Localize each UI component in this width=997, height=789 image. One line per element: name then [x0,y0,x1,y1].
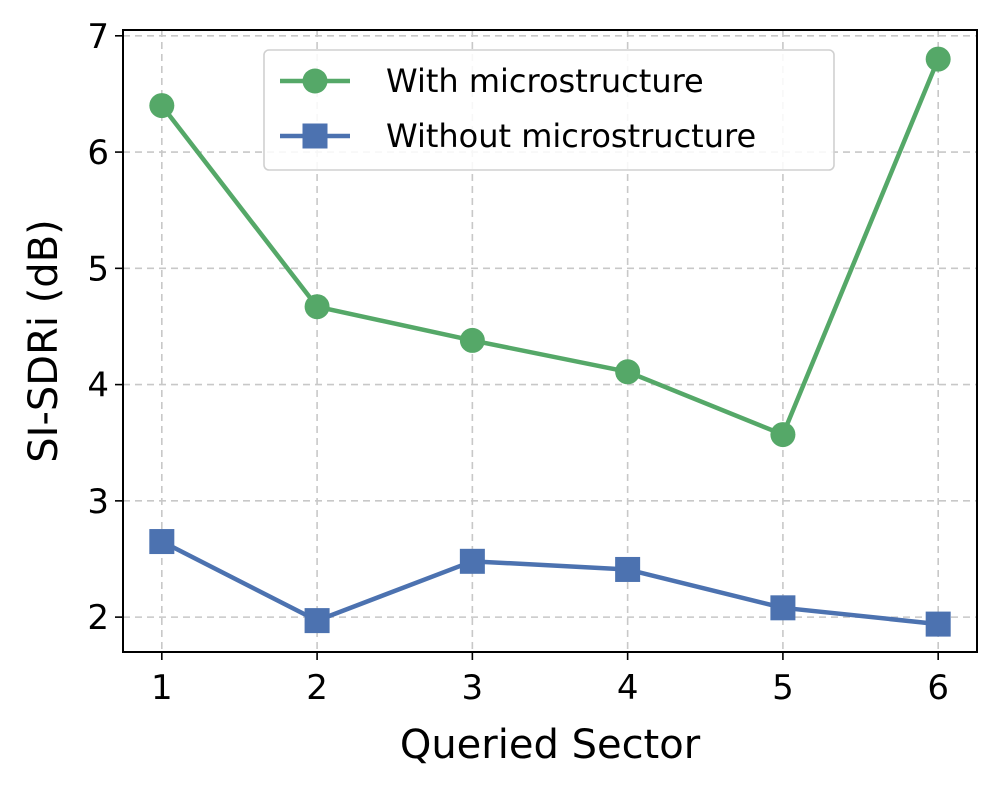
x-tick-label: 5 [772,668,794,708]
series-line [160,58,941,437]
legend-marker [302,123,328,149]
series-1 [149,46,951,448]
data-point [304,294,330,320]
x-tick-label: 3 [462,668,484,708]
legend-marker [302,68,328,94]
y-tick-label: 7 [87,17,109,57]
y-tick-label: 3 [87,482,109,522]
legend-box [263,49,835,171]
data-point [304,608,330,634]
x-axis-label: Queried Sector [400,722,701,768]
y-axis-label: SI-SDRi (dB) [21,219,67,462]
legend-item: With microstructure [280,62,704,100]
axis-ticks: 1 2 3 4 5 6 2 3 4 5 6 7 [87,17,949,708]
series-2 [149,529,951,637]
data-point [615,556,641,582]
legend: With microstructure Without microstructur… [263,49,835,171]
y-tick-label: 5 [87,249,109,289]
x-tick-label: 4 [617,668,639,708]
y-tick-label: 6 [87,133,109,173]
data-point [149,529,175,555]
x-tick-label: 6 [927,668,949,708]
y-tick-label: 2 [87,598,109,638]
x-tick-label: 1 [151,668,173,708]
y-tick-label: 4 [87,366,109,406]
data-point [615,359,641,385]
data-point [925,611,951,637]
legend-label: With microstructure [386,62,704,100]
legend-item: Without microstructure [280,117,756,155]
data-point [459,327,485,353]
data-point [770,595,796,621]
legend-label: Without microstructure [386,117,756,155]
series-line [160,539,939,627]
x-tick-label: 2 [306,668,328,708]
data-point [770,422,796,448]
data-point [459,548,485,574]
data-point [925,46,951,72]
data-point [149,93,175,119]
plot-frame [122,29,978,653]
series-lines [149,46,951,637]
